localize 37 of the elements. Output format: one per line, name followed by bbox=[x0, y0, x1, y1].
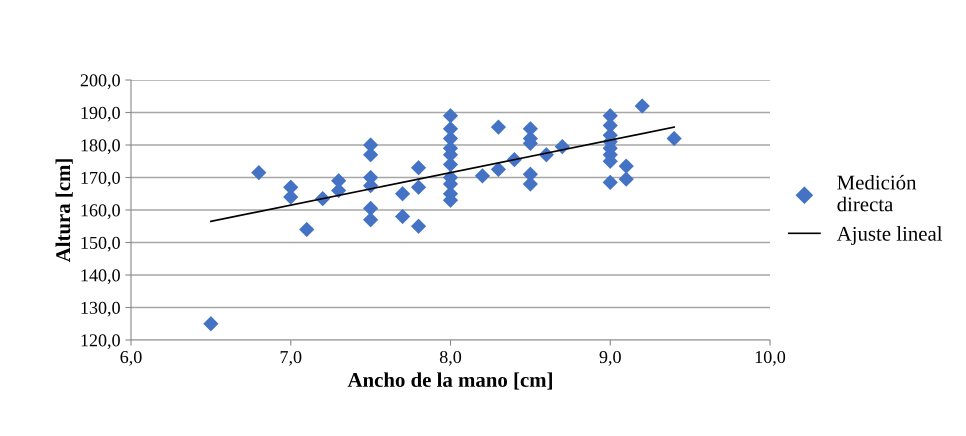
point bbox=[410, 160, 426, 176]
point bbox=[363, 200, 378, 216]
x-tick-label: 9,0 bbox=[600, 350, 621, 366]
x-tick-label: 7,0 bbox=[280, 350, 302, 366]
point bbox=[442, 108, 458, 124]
legend-label: Ajuste lineal bbox=[836, 226, 942, 246]
y-tick-label: 120,0 bbox=[82, 334, 120, 350]
x-tick-label: 6,0 bbox=[120, 350, 142, 366]
x-tick-label: 8,0 bbox=[440, 350, 462, 366]
y-tick-label: 170,0 bbox=[82, 172, 120, 187]
point bbox=[299, 222, 314, 238]
point bbox=[618, 172, 634, 187]
point bbox=[394, 208, 410, 224]
y-tick-label: 160,0 bbox=[82, 204, 120, 220]
point bbox=[634, 98, 650, 114]
x-axis-title: Ancho de la mano [cm] bbox=[348, 372, 552, 390]
legend-label: Medición directa bbox=[837, 174, 916, 212]
x-tick-label: 10,0 bbox=[756, 350, 786, 366]
y-tick-label: 180,0 bbox=[82, 139, 120, 154]
point bbox=[666, 130, 682, 146]
point bbox=[251, 165, 266, 180]
point bbox=[602, 174, 618, 190]
y-tick-label: 150,0 bbox=[82, 236, 120, 252]
y-tick-label: 130,0 bbox=[82, 302, 120, 317]
point bbox=[490, 120, 506, 135]
y-axis-title: Altura [cm] bbox=[56, 159, 73, 262]
point bbox=[618, 158, 634, 174]
point bbox=[490, 162, 506, 177]
y-tick-label: 190,0 bbox=[82, 106, 120, 122]
y-tick-label: 140,0 bbox=[82, 269, 120, 284]
y-tick-label: 200,0 bbox=[80, 74, 120, 90]
point bbox=[203, 316, 218, 332]
point bbox=[410, 180, 426, 195]
point bbox=[394, 186, 410, 202]
point bbox=[474, 168, 490, 184]
point bbox=[363, 212, 378, 228]
point bbox=[410, 218, 426, 234]
